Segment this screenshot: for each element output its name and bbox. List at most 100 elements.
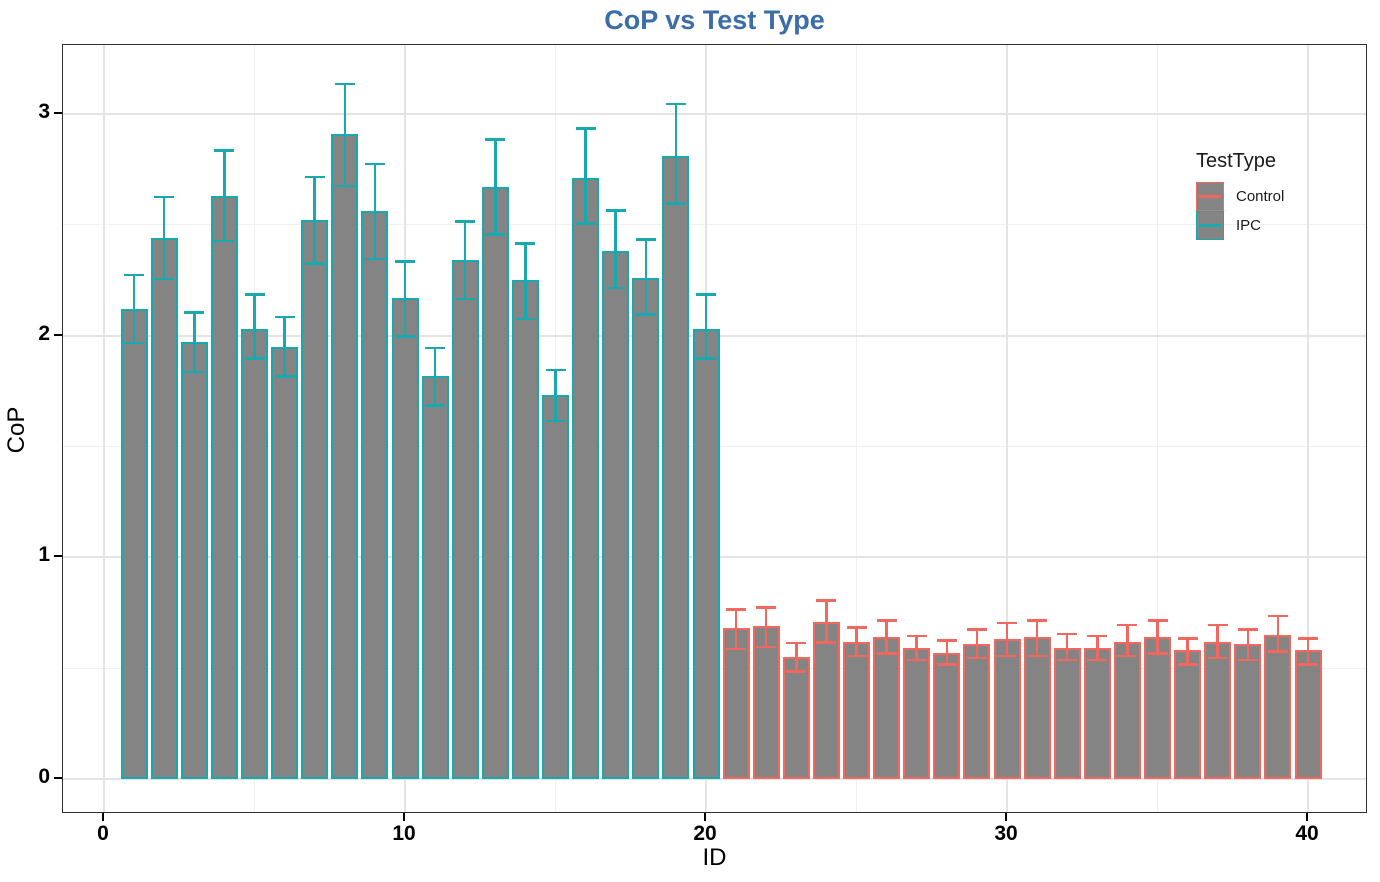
- error-bar-cap-bottom-id-32: [1057, 658, 1078, 662]
- error-bar-line-id-22: [764, 606, 768, 649]
- y-minor-gridline: [63, 224, 1366, 226]
- bar-id-18: [632, 277, 660, 779]
- error-bar-line-id-1: [132, 273, 136, 345]
- legend-item-label: Control: [1236, 188, 1285, 205]
- error-bar-cap-bottom-id-1: [124, 341, 145, 345]
- error-bar-cap-bottom-id-29: [966, 656, 987, 660]
- y-tick-mark: [54, 111, 62, 114]
- bar-id-37: [1204, 641, 1232, 779]
- error-bar-cap-top-id-12: [455, 220, 476, 223]
- error-bar-line-id-17: [614, 209, 617, 290]
- error-bar-line-id-10: [403, 260, 407, 338]
- error-bar-cap-bottom-id-12: [455, 297, 476, 301]
- error-bar-cap-bottom-id-27: [906, 658, 927, 662]
- y-tick-label: 3: [38, 99, 50, 123]
- error-bar-line-id-7: [313, 175, 316, 265]
- bar-id-8: [331, 133, 359, 779]
- error-bar-cap-bottom-id-5: [244, 357, 265, 360]
- bar-id-32: [1053, 648, 1081, 779]
- error-bar-cap-top-id-35: [1147, 619, 1168, 622]
- x-minor-gridline: [856, 45, 857, 812]
- y-major-gridline: [63, 112, 1366, 115]
- legend-item-ipc: IPC: [1196, 211, 1336, 240]
- y-tick-label: 2: [38, 321, 50, 345]
- error-bar-cap-bottom-id-25: [846, 654, 867, 658]
- bar-id-6: [271, 346, 299, 779]
- error-bar-line-id-20: [704, 293, 708, 360]
- bar-id-26: [873, 637, 901, 779]
- chart-title: CoP vs Test Type: [604, 5, 825, 35]
- error-bar-cap-top-id-24: [816, 599, 837, 602]
- y-tick-mark: [54, 777, 62, 779]
- bar-id-20: [692, 328, 720, 779]
- y-tick-label: 0: [38, 765, 50, 788]
- error-bar-line-id-28: [945, 639, 949, 666]
- error-bar-line-id-35: [1156, 619, 1159, 655]
- bar-id-22: [752, 626, 780, 779]
- error-bar-cap-top-id-1: [124, 273, 145, 277]
- error-bar-line-id-15: [554, 368, 557, 423]
- error-bar-line-id-39: [1276, 614, 1280, 653]
- error-bar-line-id-38: [1246, 628, 1250, 662]
- error-bar-cap-top-id-34: [1117, 623, 1138, 627]
- error-bar-cap-top-id-4: [214, 149, 235, 152]
- error-bar-cap-bottom-id-3: [184, 370, 205, 374]
- y-tick-mark: [54, 333, 62, 336]
- bar-id-13: [481, 187, 509, 779]
- legend-title: TestType: [1196, 150, 1277, 172]
- bar-id-1: [120, 308, 148, 779]
- bar-id-35: [1144, 637, 1171, 779]
- y-tick-label: 1: [38, 543, 50, 567]
- error-bar-cap-top-id-16: [575, 127, 596, 130]
- plot-panel: [62, 44, 1367, 813]
- error-bar-line-id-14: [524, 242, 527, 321]
- error-bar-line-id-3: [193, 311, 196, 374]
- error-bar-cap-top-id-8: [334, 82, 355, 86]
- error-bar-cap-top-id-27: [906, 634, 927, 638]
- bar-id-5: [241, 328, 268, 779]
- error-bar-cap-top-id-10: [395, 260, 415, 263]
- bar-id-4: [210, 195, 238, 779]
- error-bar-line-id-18: [644, 238, 648, 316]
- error-bar-line-id-26: [885, 619, 888, 655]
- error-bar-cap-top-id-25: [846, 626, 867, 629]
- bar-id-11: [421, 375, 449, 779]
- legend-item-label: IPC: [1236, 217, 1262, 234]
- y-tick-mark: [54, 555, 62, 558]
- error-bar-cap-top-id-2: [154, 195, 175, 199]
- error-bar-cap-bottom-id-21: [726, 647, 747, 651]
- error-bar-line-id-30: [1005, 621, 1009, 658]
- error-bar-cap-top-id-20: [696, 293, 716, 296]
- y-major-gridline: [63, 778, 1366, 780]
- error-bar-line-id-31: [1035, 619, 1039, 658]
- bar-id-36: [1174, 650, 1202, 779]
- bar-id-34: [1113, 641, 1141, 779]
- error-bar-line-id-6: [283, 315, 286, 378]
- x-axis-title: ID: [702, 844, 727, 871]
- error-bar-line-id-37: [1216, 623, 1219, 660]
- x-major-gridline: [103, 45, 105, 812]
- error-bar-cap-bottom-id-20: [696, 357, 716, 360]
- error-bar-cap-top-id-17: [605, 209, 626, 212]
- error-bar-cap-bottom-id-31: [1027, 654, 1048, 658]
- legend-key-errorbar-line: [1199, 224, 1221, 227]
- error-bar-line-id-16: [584, 127, 587, 225]
- x-tick-label: 0: [97, 822, 109, 845]
- bar-id-12: [451, 260, 479, 779]
- error-bar-cap-bottom-id-37: [1207, 656, 1228, 660]
- error-bar-cap-bottom-id-4: [214, 239, 235, 243]
- error-bar-cap-top-id-15: [545, 368, 566, 372]
- error-bar-line-id-23: [795, 641, 798, 673]
- error-bar-cap-bottom-id-39: [1267, 650, 1288, 653]
- y-axis-title: CoP: [3, 406, 30, 454]
- error-bar-cap-bottom-id-38: [1237, 658, 1258, 662]
- bar-id-40: [1294, 650, 1322, 779]
- legend: TestType Control IPC: [1196, 150, 1336, 240]
- error-bar-line-id-25: [855, 626, 858, 658]
- error-bar-cap-bottom-id-9: [364, 257, 385, 261]
- error-bar-cap-bottom-id-34: [1117, 654, 1138, 658]
- error-bar-cap-bottom-id-8: [334, 184, 355, 188]
- error-bar-cap-top-id-33: [1087, 634, 1108, 638]
- error-bar-cap-top-id-14: [515, 242, 536, 245]
